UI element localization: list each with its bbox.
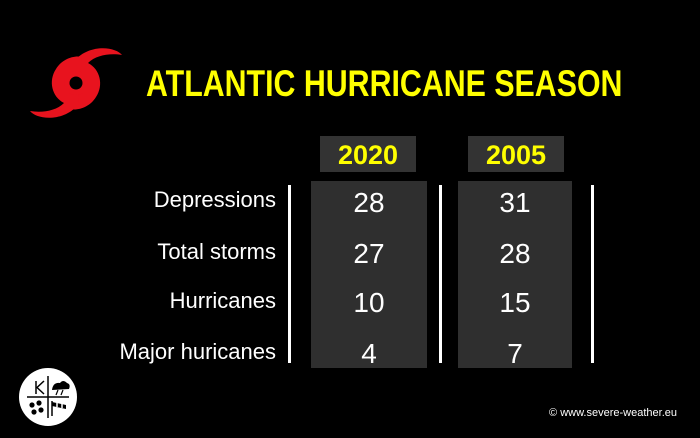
column-header-2020: 2020 <box>320 136 416 172</box>
hurricane-symbol-icon <box>30 48 122 118</box>
row-label-major-hurricanes: Major huricanes <box>119 339 276 364</box>
divider-line <box>439 185 442 363</box>
divider-line <box>591 185 594 363</box>
cell-2020-total-storms: 27 <box>353 238 385 269</box>
cell-2005-hurricanes: 15 <box>499 287 531 318</box>
column-body-2005 <box>458 181 572 368</box>
row-label-total-storms: Total storms <box>157 239 276 264</box>
cell-2005-total-storms: 28 <box>499 238 531 269</box>
column-body-2020 <box>311 181 427 368</box>
weather-badge-icon <box>19 368 77 426</box>
row-label-hurricanes: Hurricanes <box>169 288 276 313</box>
column-header-2005: 2005 <box>468 136 564 172</box>
page-title: ATLANTIC HURRICANE SEASON <box>146 63 623 104</box>
copyright-text: © www.severe-weather.eu <box>549 407 677 419</box>
cell-2020-depressions: 28 <box>353 187 385 218</box>
cell-2020-hurricanes: 10 <box>353 287 385 318</box>
divider-line <box>288 185 291 363</box>
row-label-depressions: Depressions <box>153 187 276 212</box>
cell-2005-depressions: 31 <box>499 187 531 218</box>
cell-2005-major-hurricanes: 7 <box>507 338 523 369</box>
cell-2020-major-hurricanes: 4 <box>361 338 377 369</box>
